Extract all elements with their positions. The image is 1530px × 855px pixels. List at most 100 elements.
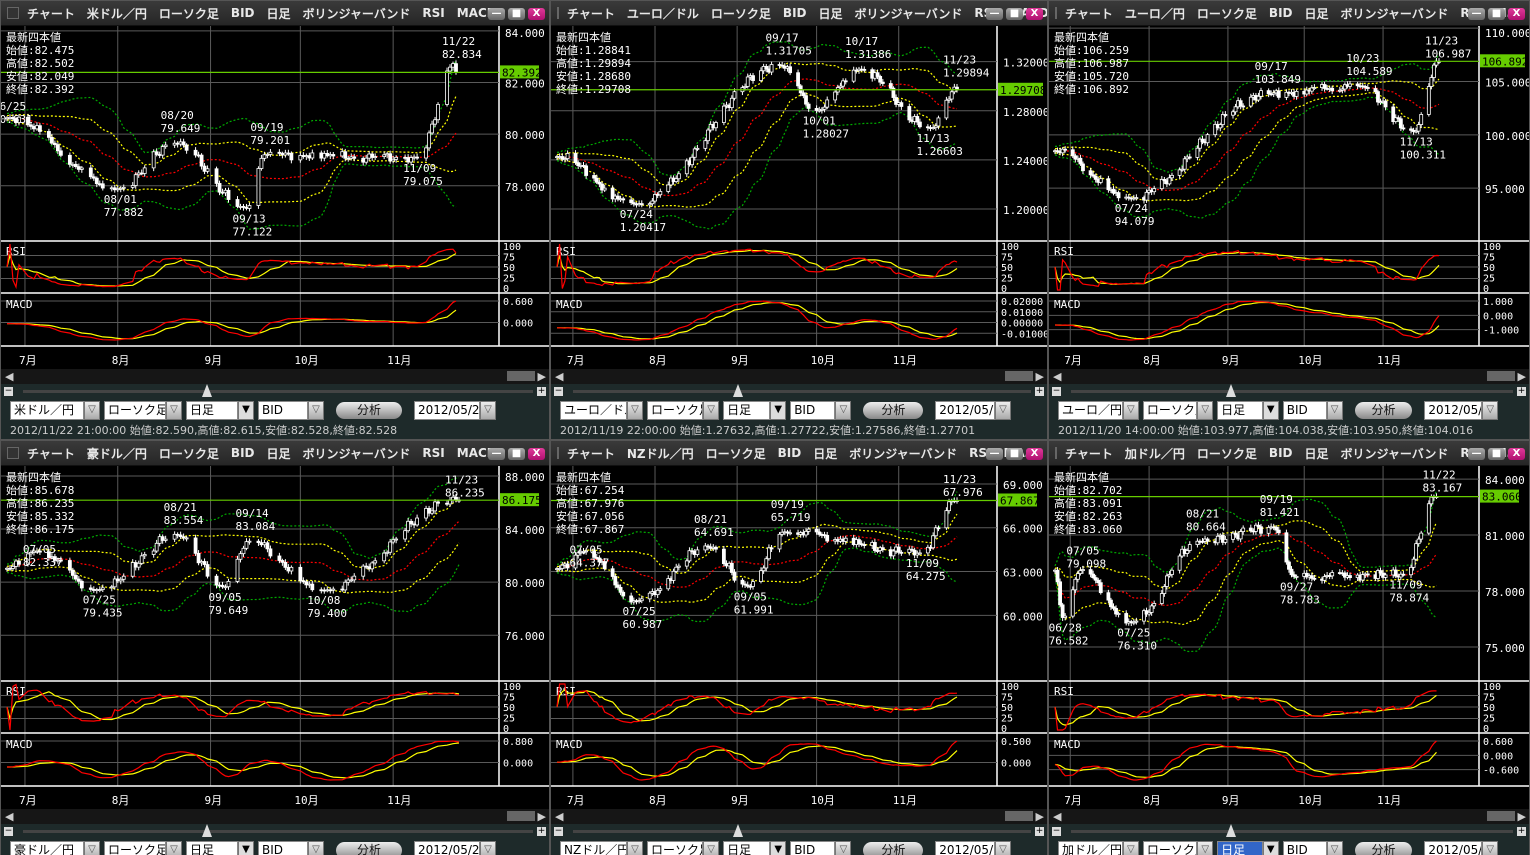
zoom-slider-thumb[interactable] [201,384,212,397]
zoom-slider-track[interactable] [573,824,1031,837]
zoom-slider-track[interactable] [573,384,1031,397]
dropdown-arrow-icon[interactable]: ▽ [166,400,182,420]
period-select-value[interactable]: 日足 [186,840,238,855]
scroll-thumb[interactable] [1487,811,1515,821]
currency-pair-select[interactable]: ユーロ／ドル▽ [560,400,643,420]
zoom-slider-track[interactable] [23,384,533,397]
price-side-select-value[interactable]: BID [790,400,836,420]
zoom-slider-track[interactable] [1071,384,1513,397]
scroll-right-button[interactable]: ▶ [1035,370,1044,383]
zoom-slider-thumb[interactable] [1225,824,1236,837]
zoom-out-button[interactable]: − [554,826,563,836]
chart-area[interactable]: 7月 8月 9月 10月 11月 69.000 66.000 63.000 60.000 67.8… [551,466,1047,809]
zoom-slider-thumb[interactable] [1225,384,1236,397]
chart-type-select-value[interactable]: ローソク足 [104,400,166,420]
zoom-out-button[interactable]: − [1052,826,1061,836]
period-select-value[interactable]: 日足 [1217,400,1263,420]
price-side-select[interactable]: BID ▽ [258,840,324,855]
zoom-slider-thumb[interactable] [201,824,212,837]
currency-pair-select-value[interactable]: 米ドル／円 [10,400,84,420]
maximize-button[interactable]: ■ [1488,448,1505,460]
price-side-select-value[interactable]: BID [1282,840,1327,855]
chart-area[interactable]: 7月 8月 9月 10月 11月 1.32000 1.28000 1.24000 1.20000… [551,26,1047,369]
price-chart[interactable]: 7月 8月 9月 10月 11月69.00066.00063.00060.00067.8… [551,466,1048,809]
dropdown-arrow-icon[interactable]: ▼ [770,840,787,855]
price-side-select[interactable]: BID ▽ [258,400,324,420]
dropdown-arrow-icon[interactable]: ▼ [238,400,254,420]
period-select[interactable]: 日足 ▼ [723,840,787,855]
dropdown-arrow-icon[interactable]: ▽ [1122,400,1139,420]
dropdown-arrow-icon[interactable]: ▽ [308,840,324,855]
chart-type-select[interactable]: ローソク足▽ [1142,840,1214,855]
price-chart[interactable]: 7月 8月 9月 10月 11月88.00084.00080.00076.00086.1… [1,466,550,809]
zoom-slider-track[interactable] [23,824,533,837]
period-select-value[interactable]: 日足 [1217,840,1263,855]
horizontal-scrollbar[interactable]: ◀ ▶ [551,809,1047,824]
currency-pair-select-value[interactable]: NZドル／円 [560,840,627,855]
chart-type-select-value[interactable]: ローソク足 [647,840,704,855]
date-select[interactable]: 2012/05/25▽ [935,840,1011,855]
analyze-button[interactable]: 分析 [336,841,402,855]
dropdown-arrow-icon[interactable]: ▽ [835,400,852,420]
minimize-button[interactable]: — [488,8,505,20]
chart-type-select-value[interactable]: ローソク足 [1142,400,1198,420]
maximize-button[interactable]: ■ [508,8,525,20]
scroll-left-button[interactable]: ◀ [555,810,564,823]
currency-pair-select[interactable]: 米ドル／円 ▽ [10,400,100,420]
minimize-button[interactable]: — [986,448,1003,460]
scroll-left-button[interactable]: ◀ [5,370,14,383]
zoom-in-button[interactable]: + [1035,826,1044,836]
maximize-button[interactable]: ■ [1488,8,1505,20]
date-select[interactable]: 2012/05/25▽ [1424,840,1499,855]
currency-pair-select-value[interactable]: 加ドル／円 [1058,840,1123,855]
dropdown-arrow-icon[interactable]: ▽ [1482,400,1499,420]
dropdown-arrow-icon[interactable]: ▼ [770,400,787,420]
currency-pair-select[interactable]: ユーロ／円 ▽ [1058,400,1139,420]
chart-type-select[interactable]: ローソク足▽ [104,840,182,855]
horizontal-scrollbar[interactable]: ◀ ▶ [1049,809,1529,824]
analyze-button[interactable]: 分析 [1354,401,1413,419]
scroll-right-button[interactable]: ▶ [1035,810,1044,823]
close-button[interactable]: X [528,8,545,20]
minimize-button[interactable]: — [1468,448,1485,460]
scroll-left-button[interactable]: ◀ [1053,810,1062,823]
dropdown-arrow-icon[interactable]: ▽ [1197,400,1214,420]
dropdown-arrow-icon[interactable]: ▽ [480,840,496,855]
currency-pair-select-value[interactable]: ユーロ／ドル [560,400,627,420]
period-select-value[interactable]: 日足 [186,400,238,420]
price-side-select-value[interactable]: BID [1282,400,1327,420]
horizontal-scrollbar[interactable]: ◀ ▶ [1049,369,1529,384]
period-select[interactable]: 日足 ▼ [1217,400,1279,420]
dropdown-arrow-icon[interactable]: ▽ [703,400,720,420]
price-side-select[interactable]: BID ▽ [1282,400,1343,420]
scroll-thumb[interactable] [507,811,535,821]
title-bar[interactable]: チャート 米ドル／円 ローソク足 BID 日足 ボリンジャーバンド RSI MACD — ■ X [1,1,549,26]
chart-type-select[interactable]: ローソク足▽ [647,400,720,420]
zoom-slider-track[interactable] [1071,824,1513,837]
maximize-button[interactable]: ■ [1006,448,1023,460]
scroll-right-button[interactable]: ▶ [1517,810,1526,823]
scroll-right-button[interactable]: ▶ [537,810,546,823]
period-select[interactable]: 日足 ▼ [186,400,254,420]
zoom-slider-thumb[interactable] [733,824,744,837]
price-side-select[interactable]: BID ▽ [790,840,852,855]
analyze-button[interactable]: 分析 [1354,841,1413,855]
minimize-button[interactable]: — [1468,8,1485,20]
period-select[interactable]: 日足 ▼ [723,400,787,420]
currency-pair-select[interactable]: 豪ドル／円 ▽ [10,840,100,855]
currency-pair-select-value[interactable]: ユーロ／円 [1058,400,1123,420]
zoom-slider-thumb[interactable] [733,384,744,397]
horizontal-scrollbar[interactable]: ◀ ▶ [1,809,549,824]
date-select-value[interactable]: 2012/05/25 [935,400,995,420]
zoom-out-button[interactable]: − [4,386,13,396]
scroll-thumb[interactable] [1005,811,1033,821]
zoom-in-button[interactable]: + [537,386,546,396]
dropdown-arrow-icon[interactable]: ▽ [627,400,643,420]
dropdown-arrow-icon[interactable]: ▽ [1326,840,1343,855]
analyze-button[interactable]: 分析 [336,401,402,419]
zoom-in-button[interactable]: + [1035,386,1044,396]
price-chart[interactable]: 7月 8月 9月 10月 11月110.000105.000100.00095.0001… [1049,26,1530,369]
dropdown-arrow-icon[interactable]: ▽ [1122,840,1139,855]
